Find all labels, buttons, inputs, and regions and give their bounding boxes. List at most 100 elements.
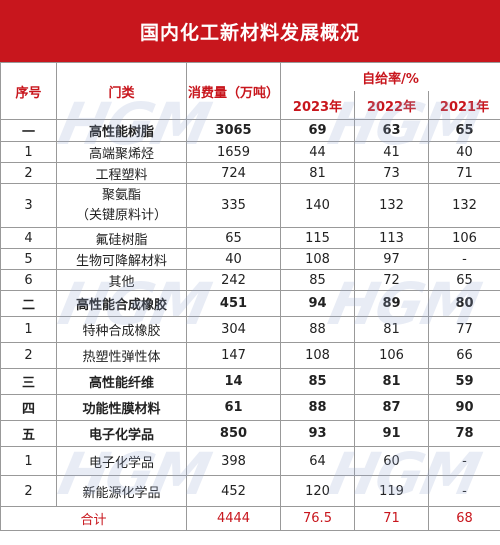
- table-row: 4 氟硅树脂 65 115 113 106: [0, 227, 500, 249]
- cell-y2022: 87: [354, 394, 429, 421]
- cell-index: 1: [0, 446, 57, 476]
- cell-y2022: 73: [354, 162, 429, 184]
- cell-y2023: 93: [280, 420, 355, 447]
- data-table: 序号 门类 消费量（万吨） 自给率/% 2023年 2022年 2021年 一高…: [0, 62, 500, 531]
- cell-consumption: 40: [186, 248, 281, 270]
- cell-index: 四: [0, 394, 57, 421]
- cell-y2022: 60: [354, 446, 429, 476]
- cell-y2021: 77: [427, 316, 500, 343]
- cell-y2023: 120: [280, 475, 355, 507]
- cell-index: 5: [0, 248, 57, 270]
- table-row: 1 高端聚烯烃 1659 44 41 40: [0, 141, 500, 163]
- cell-y2023: 44: [280, 141, 355, 163]
- cell-y2023: 69: [280, 119, 355, 142]
- section-row: 四功能性膜材料 61 88 87 90: [0, 394, 500, 421]
- cell-y2021: 71: [427, 162, 500, 184]
- cell-y2021: 65: [427, 269, 500, 291]
- table-row: 2 工程塑料 724 81 73 71: [0, 162, 500, 184]
- cell-index: 一: [0, 119, 57, 142]
- cell-y2023: 64: [280, 446, 355, 476]
- table-row: 3 聚氨酯 （关键原料计） 335 140 132 132: [0, 183, 500, 228]
- cell-y2021: 59: [427, 368, 500, 395]
- cell-consumption: 850: [186, 420, 281, 447]
- cell-y2022: 63: [354, 119, 429, 142]
- cell-y2022: 81: [354, 316, 429, 343]
- table-row: 2 新能源化学品 452 120 119-: [0, 475, 500, 507]
- cell-consumption: 1659: [186, 141, 281, 163]
- cell-consumption: 65: [186, 227, 281, 249]
- table-row: 1 电子化学品 398 64 60-: [0, 446, 500, 476]
- cell-y2022: 72: [354, 269, 429, 291]
- cell-category: 电子化学品: [56, 420, 187, 447]
- cell-y2021: -: [427, 475, 500, 507]
- cell-y2023: 140: [280, 183, 355, 228]
- cell-consumption: 451: [186, 290, 281, 317]
- cell-y2021: 90: [427, 394, 500, 421]
- section-row: 五电子化学品 850 93 91 78: [0, 420, 500, 447]
- header-year: 2023年: [280, 91, 355, 120]
- cell-y2021: 132: [427, 183, 500, 228]
- cell-index: 3: [0, 183, 57, 228]
- cell-category: 氟硅树脂: [56, 227, 187, 249]
- header-index: 序号: [0, 62, 57, 120]
- cell-y2022: 81: [354, 368, 429, 395]
- cell-y2023: 94: [280, 290, 355, 317]
- cell-category: 功能性膜材料: [56, 394, 187, 421]
- cell-y2021: 78: [427, 420, 500, 447]
- cell-y2022: 91: [354, 420, 429, 447]
- cell-y2022: 97: [354, 248, 429, 270]
- total-consumption: 4444: [186, 506, 281, 531]
- table-row: 5 生物可降解材料 40 108 97-: [0, 248, 500, 270]
- section-row: 三高性能纤维 14 85 81 59: [0, 368, 500, 395]
- cell-y2022: 41: [354, 141, 429, 163]
- cell-index: 4: [0, 227, 57, 249]
- cell-y2021: -: [427, 446, 500, 476]
- total-row: 合计 4444 76.5 71 68: [0, 506, 500, 531]
- header-year: 2021年: [427, 91, 500, 120]
- cell-index: 2: [0, 162, 57, 184]
- cell-category: 热塑性弹性体: [56, 342, 187, 369]
- cell-consumption: 61: [186, 394, 281, 421]
- cell-index: 2: [0, 342, 57, 369]
- cell-category: 高性能纤维: [56, 368, 187, 395]
- cell-index: 2: [0, 475, 57, 507]
- cell-consumption: 335: [186, 183, 281, 228]
- cell-y2021: 40: [427, 141, 500, 163]
- cell-y2022: 89: [354, 290, 429, 317]
- cell-y2023: 88: [280, 316, 355, 343]
- cell-y2021: -: [427, 248, 500, 270]
- cell-consumption: 3065: [186, 119, 281, 142]
- cell-category-line: 聚氨酯: [101, 187, 141, 203]
- cell-consumption: 147: [186, 342, 281, 369]
- cell-consumption: 14: [186, 368, 281, 395]
- cell-consumption: 304: [186, 316, 281, 343]
- header-category: 门类: [56, 62, 187, 120]
- cell-y2022: 132: [354, 183, 429, 228]
- table-row: 2 热塑性弹性体 147 108 106 66: [0, 342, 500, 369]
- header-consumption: 消费量（万吨）: [186, 62, 281, 120]
- cell-index: 五: [0, 420, 57, 447]
- total-label: 合计: [0, 506, 187, 531]
- cell-category: 聚氨酯 （关键原料计）: [56, 183, 187, 228]
- cell-y2023: 85: [280, 368, 355, 395]
- cell-category: 新能源化学品: [56, 475, 187, 507]
- table-row: 1 特种合成橡胶 304 88 81 77: [0, 316, 500, 343]
- page-title: 国内化工新材料发展概况: [0, 0, 500, 62]
- header-year: 2022年: [354, 91, 429, 120]
- cell-index: 1: [0, 316, 57, 343]
- cell-y2023: 115: [280, 227, 355, 249]
- cell-y2023: 108: [280, 248, 355, 270]
- cell-y2023: 88: [280, 394, 355, 421]
- cell-consumption: 452: [186, 475, 281, 507]
- cell-y2022: 119: [354, 475, 429, 507]
- cell-category: 生物可降解材料: [56, 248, 187, 270]
- cell-y2021: 66: [427, 342, 500, 369]
- cell-y2021: 80: [427, 290, 500, 317]
- total-y2023: 76.5: [280, 506, 355, 531]
- cell-category: 特种合成橡胶: [56, 316, 187, 343]
- cell-consumption: 242: [186, 269, 281, 291]
- cell-y2023: 81: [280, 162, 355, 184]
- cell-index: 二: [0, 290, 57, 317]
- total-y2022: 71: [354, 506, 429, 531]
